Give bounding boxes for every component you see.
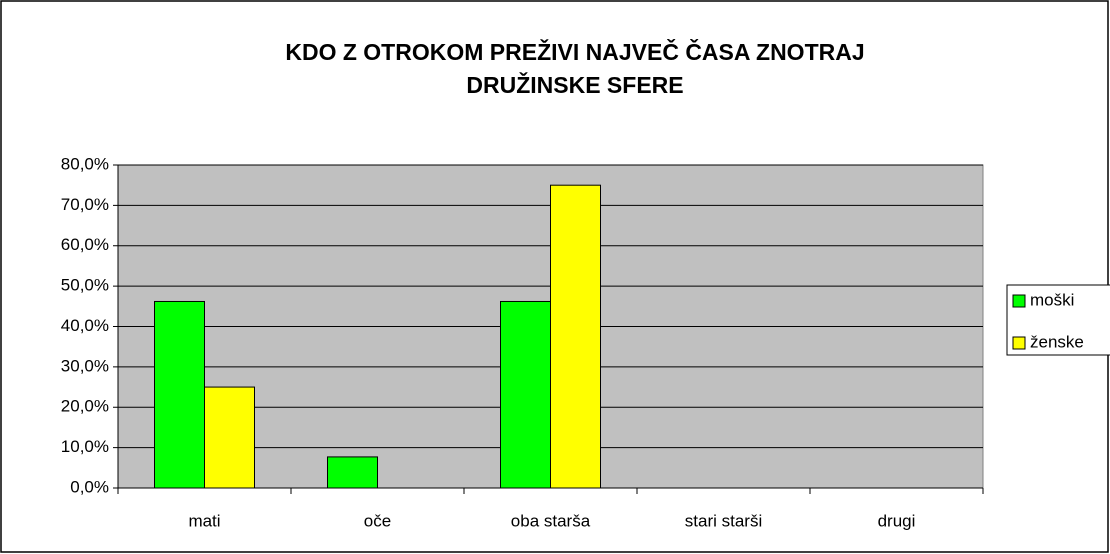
y-tick-label: 0,0% — [70, 477, 109, 496]
y-tick-label: 40,0% — [61, 316, 109, 335]
bar — [500, 300, 551, 489]
x-tick-label: drugi — [878, 511, 916, 530]
x-tick-label: mati — [188, 511, 220, 530]
bar — [327, 456, 378, 489]
legend-label: ženske — [1030, 332, 1084, 351]
y-tick-label: 70,0% — [61, 195, 109, 214]
chart-title: KDO Z OTROKOM PREŽIVI NAJVEČ ČASA ZNOTRA… — [285, 39, 865, 98]
bar — [550, 184, 601, 489]
legend-swatch — [1012, 294, 1026, 308]
y-tick-label: 60,0% — [61, 235, 109, 254]
y-tick-label: 20,0% — [61, 397, 109, 416]
y-tick-label: 80,0% — [61, 154, 109, 173]
y-tick-label: 10,0% — [61, 437, 109, 456]
y-tick-label: 50,0% — [61, 276, 109, 295]
x-tick-label: oče — [364, 511, 391, 530]
y-tick-label: 30,0% — [61, 356, 109, 375]
legend-label: moški — [1030, 290, 1074, 309]
x-tick-label: oba starša — [511, 511, 591, 530]
bar — [204, 386, 255, 489]
legend-swatch — [1012, 336, 1026, 350]
bar — [154, 300, 205, 489]
x-tick-label: stari starši — [685, 511, 762, 530]
